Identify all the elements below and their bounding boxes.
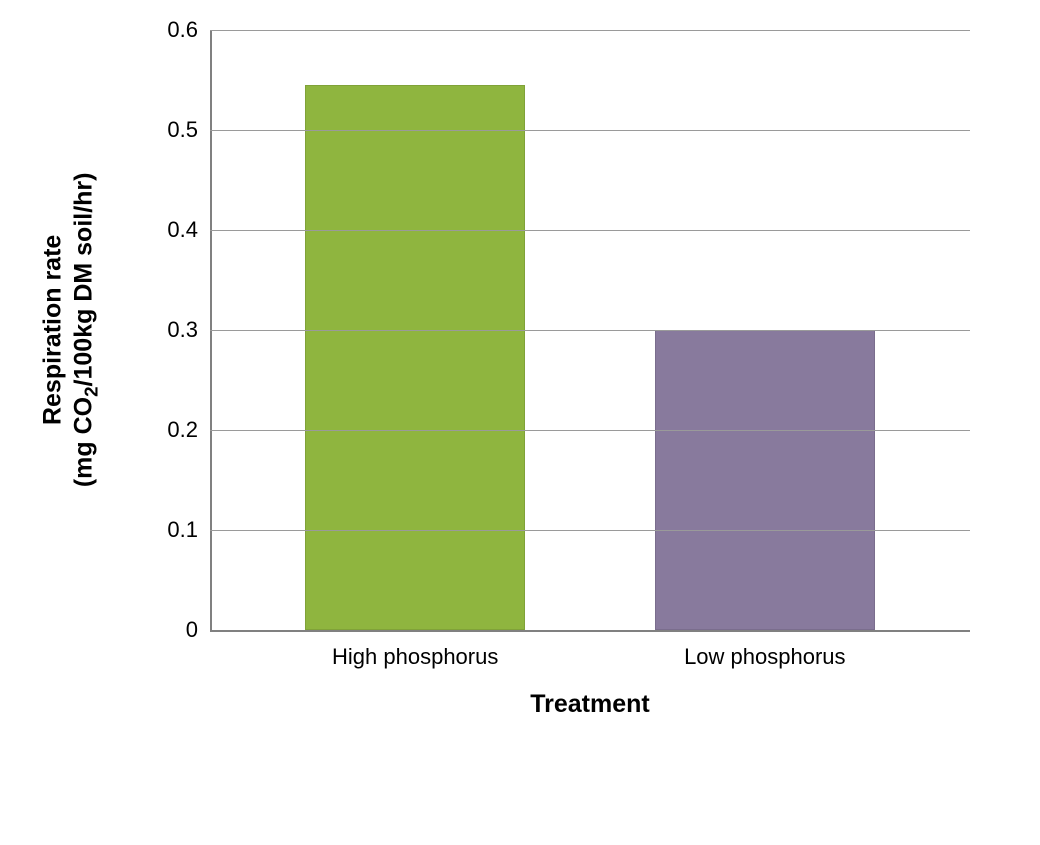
respiration-bar-chart: Respiration rate (mg CO2/100kg DM soil/h… (60, 20, 980, 800)
y-axis-title-line2-prefix: (mg CO (69, 397, 97, 487)
x-tick-label: Low phosphorus (684, 630, 845, 670)
grid-line (210, 30, 970, 31)
y-axis-title-text: Respiration rate (mg CO2/100kg DM soil/h… (37, 173, 103, 488)
y-tick-label: 0.1 (167, 517, 210, 543)
grid-line (210, 130, 970, 131)
y-axis-title: Respiration rate (mg CO2/100kg DM soil/h… (40, 20, 100, 640)
bar (655, 330, 875, 630)
y-axis-title-line2-suffix: /100kg DM soil/hr) (69, 173, 97, 387)
y-tick-label: 0.2 (167, 417, 210, 443)
bar (305, 85, 525, 630)
y-tick-label: 0.3 (167, 317, 210, 343)
y-axis-title-line2: (mg CO2/100kg DM soil/hr) (68, 173, 102, 488)
y-axis-title-line1: Respiration rate (37, 173, 68, 488)
y-tick-label: 0.6 (167, 17, 210, 43)
x-axis-title: Treatment (210, 630, 970, 719)
x-axis-baseline (210, 630, 970, 632)
grid-line (210, 330, 970, 331)
y-tick-label: 0.4 (167, 217, 210, 243)
plot-area: Treatment 00.10.20.30.40.50.6High phosph… (210, 30, 970, 630)
y-tick-label: 0.5 (167, 117, 210, 143)
grid-line (210, 430, 970, 431)
y-axis-title-line2-sub: 2 (80, 387, 101, 397)
y-tick-label: 0 (186, 617, 210, 643)
x-axis-title-text: Treatment (530, 690, 649, 718)
grid-line (210, 230, 970, 231)
grid-line (210, 530, 970, 531)
x-tick-label: High phosphorus (332, 630, 498, 670)
